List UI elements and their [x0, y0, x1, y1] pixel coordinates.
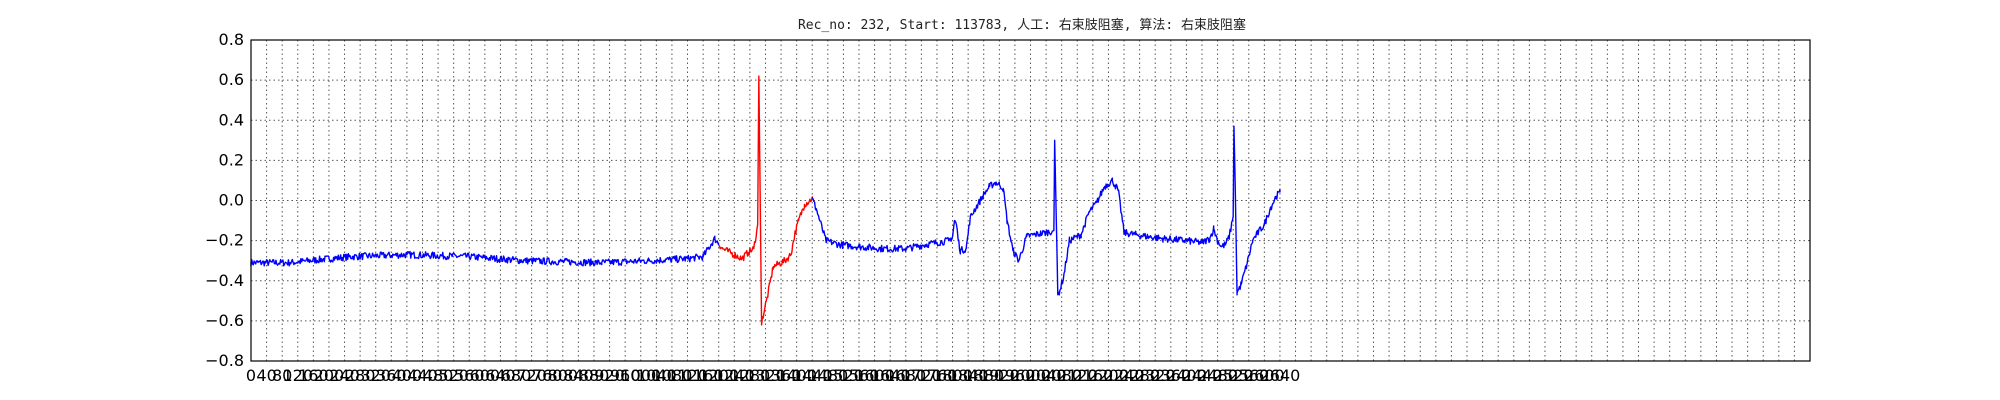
- x-tick-label: 2200: [1088, 366, 1129, 385]
- x-tick-label: 360: [376, 366, 407, 385]
- x-tick-label: 400: [392, 366, 423, 385]
- x-tick-label: 1240: [714, 366, 755, 385]
- x-tick-label: 120: [282, 366, 313, 385]
- x-tick-label: 1960: [995, 366, 1036, 385]
- x-tick-label: 1320: [745, 366, 786, 385]
- x-tick-label: 160: [298, 366, 329, 385]
- x-tick-label: 0: [246, 366, 256, 385]
- x-tick-label: 1400: [776, 366, 817, 385]
- plot-frame: [250, 39, 1811, 362]
- x-tick-label: 2520: [1213, 366, 1254, 385]
- x-tick-label: 640: [485, 366, 516, 385]
- x-tick-label: 480: [423, 366, 454, 385]
- x-tick-label: 1720: [901, 366, 942, 385]
- ecg-line-normal-start: [250, 235, 720, 267]
- x-tick-label: 2120: [1057, 366, 1098, 385]
- x-tick-labels: 0 408012016020024028032036040044048052056…: [246, 366, 1300, 385]
- x-tick-label: 720: [516, 366, 547, 385]
- x-tick-label: 2320: [1135, 366, 1176, 385]
- x-tick-label: 1640: [870, 366, 911, 385]
- x-tick-label: 1480: [807, 366, 848, 385]
- y-tick-label: 0.0: [219, 191, 244, 210]
- y-tick-label: −0.4: [205, 271, 244, 290]
- x-tick-label: 2640: [1260, 366, 1301, 385]
- x-tick-label: 1160: [683, 366, 724, 385]
- ecg-line-normal-end: [811, 125, 1281, 296]
- x-tick-label: 880: [579, 366, 610, 385]
- x-tick-label: 320: [360, 366, 391, 385]
- x-tick-label: 1080: [652, 366, 693, 385]
- y-tick-label: −0.8: [205, 351, 244, 370]
- x-tick-label: 2280: [1119, 366, 1160, 385]
- x-tick-label: 200: [314, 366, 345, 385]
- x-tick-label: 1680: [885, 366, 926, 385]
- chart-title: Rec_no: 232, Start: 113783, 人工: 右束肢阻塞, 算…: [798, 17, 1246, 33]
- x-tick-label: 80: [272, 366, 292, 385]
- x-tick-label: 2240: [1104, 366, 1145, 385]
- x-tick-label: 2000: [1010, 366, 1051, 385]
- x-tick-label: 1120: [667, 366, 708, 385]
- x-tick-label: 1280: [730, 366, 771, 385]
- x-tick-label: 1000: [620, 366, 661, 385]
- x-tick-label: 1880: [963, 366, 1004, 385]
- x-tick-label: 1440: [792, 366, 833, 385]
- grid-layer: [250, 39, 1811, 362]
- x-tick-label: 240: [329, 366, 360, 385]
- x-tick-label: 560: [454, 366, 485, 385]
- x-tick-label: 600: [470, 366, 501, 385]
- x-tick-label: 1520: [823, 366, 864, 385]
- y-tick-label: 0.2: [219, 150, 244, 169]
- x-tick-label: 1760: [917, 366, 958, 385]
- x-tick-label: 1840: [948, 366, 989, 385]
- x-tick-label: 840: [563, 366, 594, 385]
- x-tick-label: 520: [438, 366, 469, 385]
- x-tick-label: 440: [407, 366, 438, 385]
- x-tick-label: 2400: [1166, 366, 1207, 385]
- y-tick-label: −0.2: [205, 231, 244, 250]
- x-tick-label: 1920: [979, 366, 1020, 385]
- x-tick-label: 40: [256, 366, 276, 385]
- y-tick-label: 0.4: [219, 110, 244, 129]
- x-tick-label: 2600: [1244, 366, 1285, 385]
- x-tick-label: 800: [548, 366, 579, 385]
- x-tick-label: 1560: [839, 366, 880, 385]
- x-tick-label: 2440: [1182, 366, 1223, 385]
- y-tick-label: 0.8: [219, 30, 244, 49]
- x-tick-label: 2080: [1041, 366, 1082, 385]
- x-tick-label: 1600: [854, 366, 895, 385]
- x-tick-label: 2560: [1228, 366, 1269, 385]
- x-tick-label: 2360: [1150, 366, 1191, 385]
- x-tick-label: 1200: [698, 366, 739, 385]
- x-tick-label: 960: [610, 366, 641, 385]
- x-tick-label: 1040: [636, 366, 677, 385]
- y-tick-label: −0.6: [205, 311, 244, 330]
- x-tick-label: 2040: [1026, 366, 1067, 385]
- x-tick-label: 280: [345, 366, 376, 385]
- ecg-line-highlight: [718, 75, 813, 326]
- y-tick-labels: −0.8 −0.6 −0.4 −0.2 0.0 0.2 0.4 0.6 0.8: [205, 30, 244, 370]
- x-tick-label: 760: [532, 366, 563, 385]
- x-tick-label: 2160: [1073, 366, 1114, 385]
- x-tick-label: 920: [594, 366, 625, 385]
- x-tick-label: 680: [501, 366, 532, 385]
- ecg-series: [250, 75, 1281, 326]
- x-tick-label: 2480: [1197, 366, 1238, 385]
- x-tick-label: 1360: [761, 366, 802, 385]
- x-tick-label: 1800: [932, 366, 973, 385]
- y-tick-label: 0.6: [219, 70, 244, 89]
